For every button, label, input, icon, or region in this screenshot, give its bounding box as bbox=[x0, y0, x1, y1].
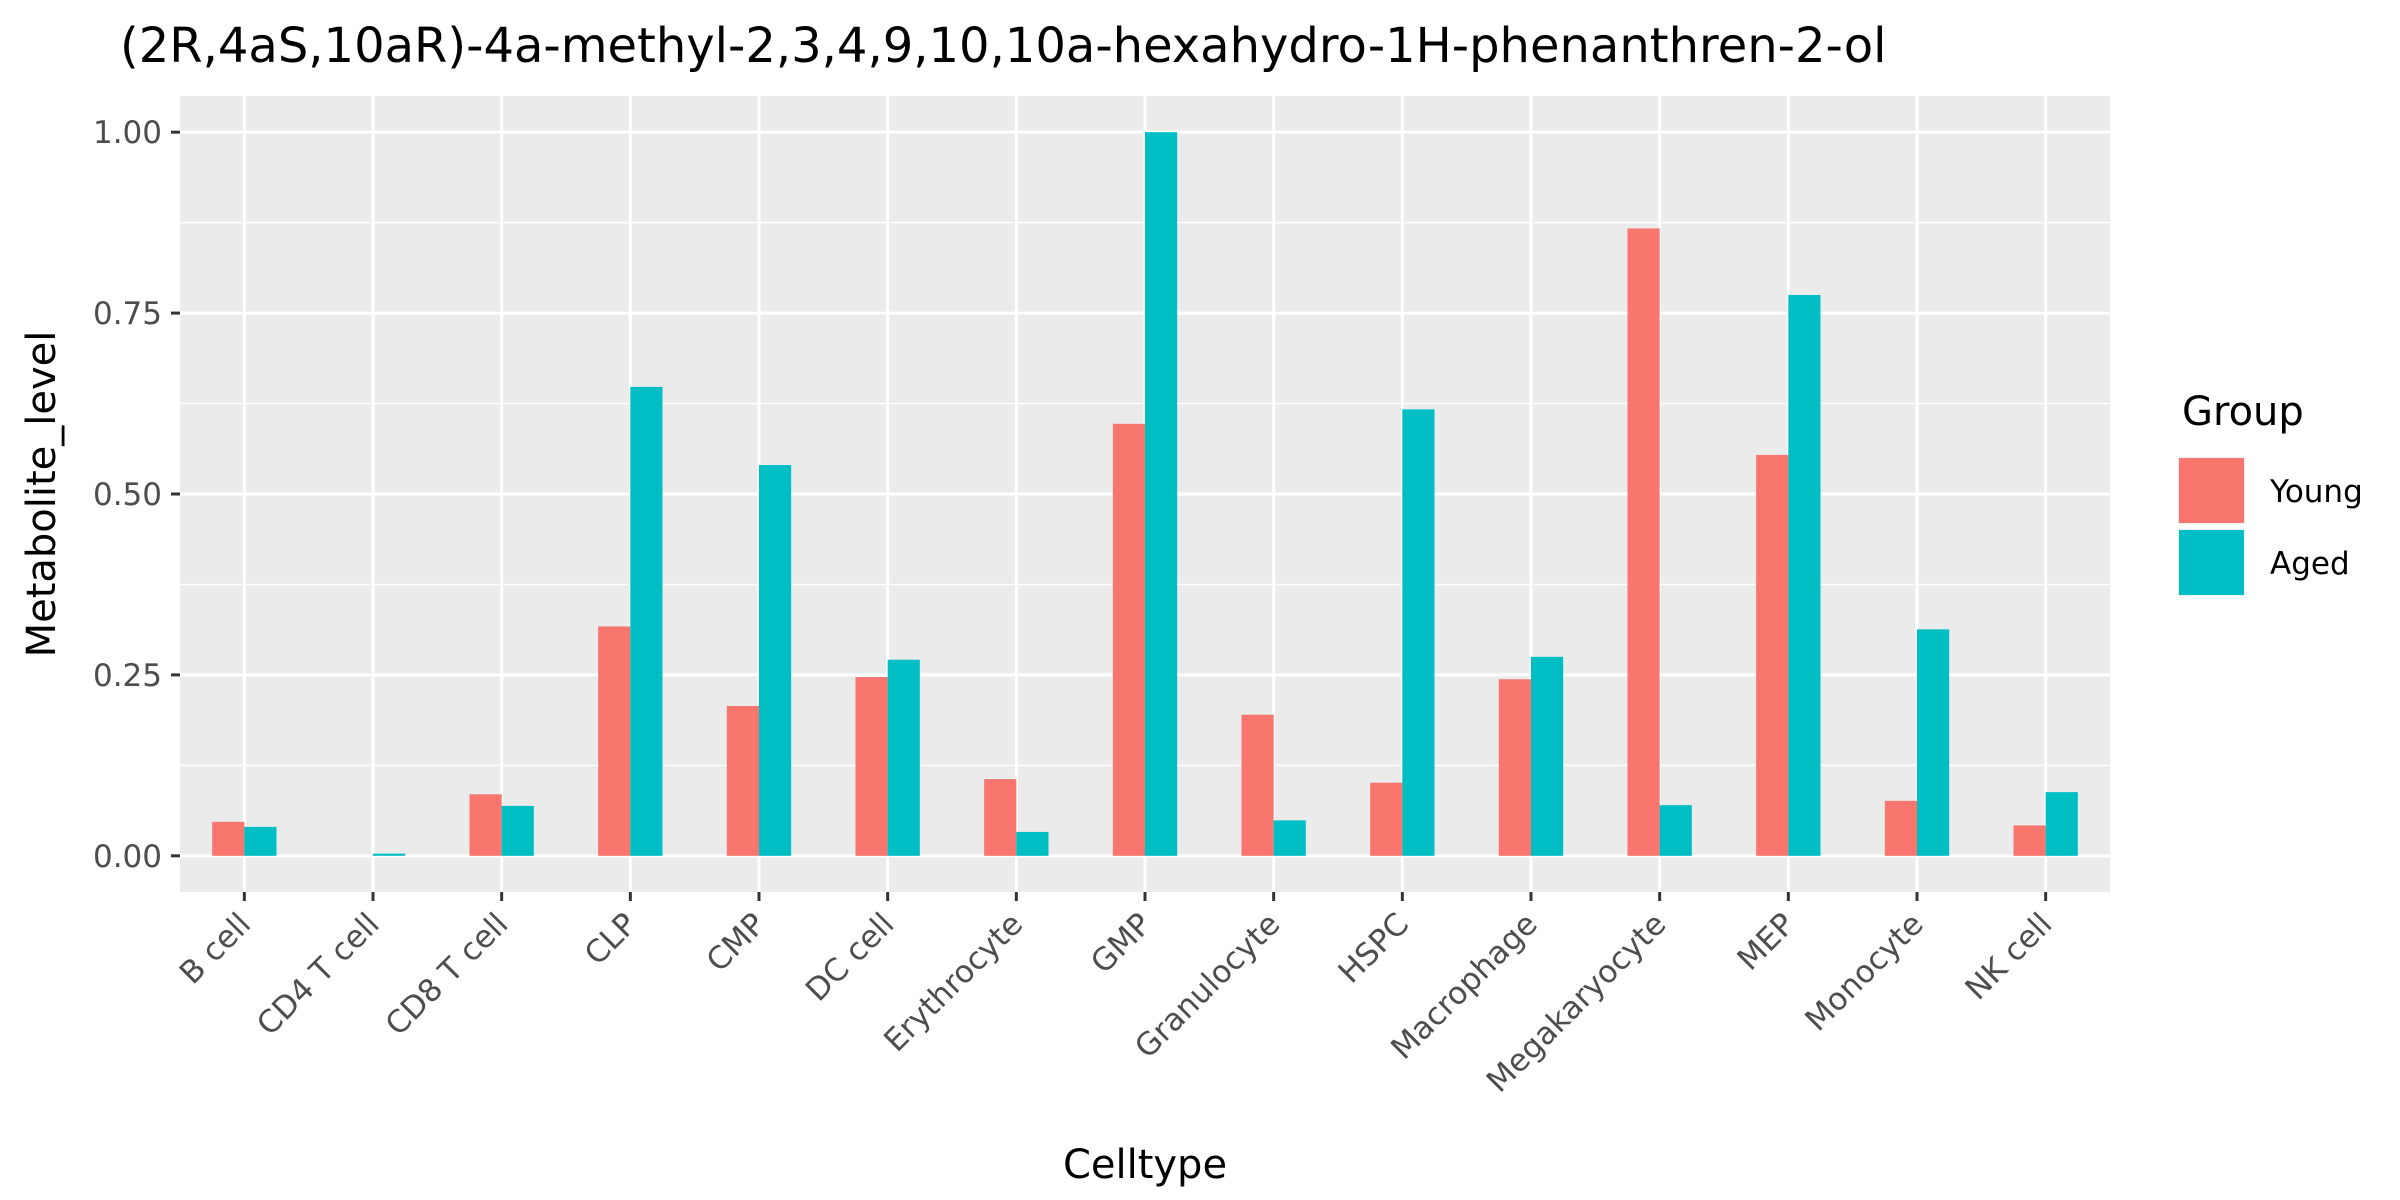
bar-aged-clp bbox=[630, 386, 663, 856]
bar-aged-monocyte bbox=[1917, 629, 1950, 856]
x-tick-label: Monocyte bbox=[1798, 906, 1930, 1038]
bar-aged-gmp bbox=[1145, 132, 1178, 856]
bars bbox=[212, 132, 2078, 856]
bar-young-mep bbox=[1756, 454, 1789, 856]
x-tick-label: CD8 T cell bbox=[379, 906, 516, 1043]
y-tick-label: 0.00 bbox=[93, 839, 162, 875]
y-tick-label: 1.00 bbox=[93, 115, 162, 151]
bar-aged-dc-cell bbox=[887, 659, 920, 856]
bar-young-gmp bbox=[1112, 423, 1145, 856]
bar-young-macrophage bbox=[1498, 679, 1531, 856]
bar-aged-cmp bbox=[759, 465, 792, 856]
bar-aged-mep bbox=[1788, 295, 1821, 856]
bar-young-nk-cell bbox=[2013, 825, 2046, 856]
bar-aged-granulocyte bbox=[1273, 820, 1306, 856]
x-tick-label: DC cell bbox=[799, 906, 901, 1008]
bar-young-granulocyte bbox=[1241, 714, 1274, 856]
legend-swatch-aged bbox=[2179, 530, 2244, 595]
x-tick-label: GMP bbox=[1084, 906, 1159, 981]
y-tick-label: 0.25 bbox=[93, 658, 162, 694]
bar-young-megakaryocyte bbox=[1627, 228, 1660, 856]
bar-young-cd8-t-cell bbox=[469, 794, 502, 856]
bar-aged-cd4-t-cell bbox=[373, 853, 406, 856]
y-tick-label: 0.50 bbox=[93, 477, 162, 513]
legend-label-aged: Aged bbox=[2270, 546, 2350, 582]
x-axis-title: Celltype bbox=[1063, 1142, 1227, 1188]
y-axis-title: Metabolite_level bbox=[19, 331, 65, 658]
x-tick-label: B cell bbox=[173, 906, 258, 991]
bar-young-cmp bbox=[726, 706, 759, 856]
bar-aged-cd8-t-cell bbox=[501, 805, 534, 856]
y-tick-label: 0.75 bbox=[93, 296, 162, 332]
bar-young-erythrocyte bbox=[984, 779, 1017, 856]
bar-aged-macrophage bbox=[1531, 656, 1564, 856]
x-tick-label: CMP bbox=[700, 906, 773, 979]
legend-swatch-young bbox=[2179, 458, 2244, 523]
bar-aged-nk-cell bbox=[2045, 792, 2078, 856]
y-axis: 0.00 0.25 0.50 0.75 1.00 bbox=[93, 115, 180, 875]
x-tick-label: CLP bbox=[578, 906, 644, 972]
bar-aged-erythrocyte bbox=[1016, 831, 1049, 856]
chart-title: (2R,4aS,10aR)-4a-methyl-2,3,4,9,10,10a-h… bbox=[120, 18, 1886, 74]
x-tick-label: NK cell bbox=[1958, 906, 2059, 1007]
bar-young-clp bbox=[598, 626, 631, 856]
bar-young-dc-cell bbox=[855, 677, 888, 856]
legend-title: Group bbox=[2182, 389, 2304, 435]
legend-label-young: Young bbox=[2269, 474, 2363, 510]
legend: Group Young Aged bbox=[2178, 389, 2363, 596]
x-tick-label: MEP bbox=[1731, 906, 1802, 977]
bar-aged-hspc bbox=[1402, 409, 1435, 856]
bar-young-b-cell bbox=[212, 821, 245, 856]
x-tick-label: Erythrocyte bbox=[877, 906, 1030, 1059]
bar-young-hspc bbox=[1370, 782, 1403, 856]
bar-aged-megakaryocyte bbox=[1659, 805, 1692, 856]
bar-young-monocyte bbox=[1884, 800, 1917, 856]
x-tick-label: CD4 T cell bbox=[250, 906, 387, 1043]
bar-aged-b-cell bbox=[244, 826, 277, 856]
x-tick-label: HSPC bbox=[1332, 906, 1416, 990]
